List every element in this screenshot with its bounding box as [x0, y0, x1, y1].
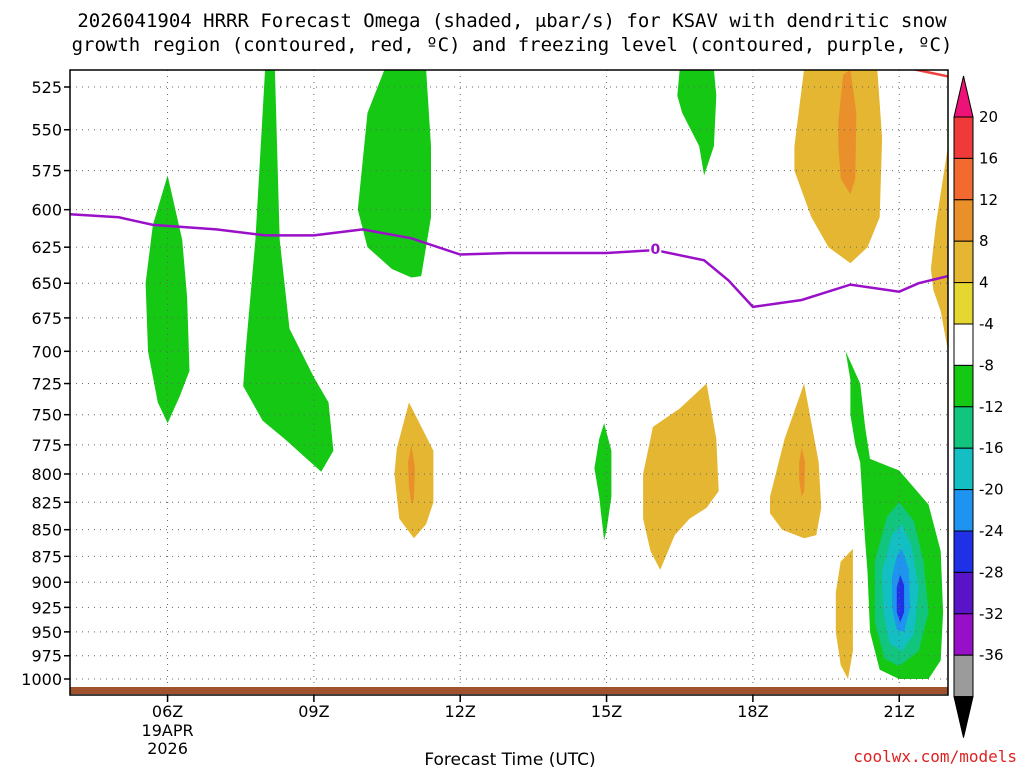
colorbar-label--28: -28 — [979, 563, 1004, 581]
freezing-level-contour — [70, 213, 948, 309]
colorbar-bin-4 — [953, 240, 974, 284]
colorbar-bin-11 — [953, 530, 974, 573]
colorbar-bin-12 — [953, 571, 974, 615]
omega-region-14 — [770, 383, 822, 539]
y-tick-label-900: 900 — [31, 573, 62, 592]
y-tick-label-575: 575 — [31, 162, 62, 181]
colorbar-bin-8 — [953, 406, 974, 449]
colorbar-label-20: 20 — [979, 108, 998, 126]
colorbar-label--36: -36 — [979, 646, 1004, 664]
y-tick-label-675: 675 — [31, 309, 62, 328]
y-tick-label-650: 650 — [31, 274, 62, 293]
colorbar-bottom-arrow — [953, 696, 974, 738]
x-tick-year: 2026 — [147, 739, 188, 758]
x-tick-label-12Z: 12Z — [445, 702, 476, 721]
colorbar-label--16: -16 — [979, 439, 1004, 457]
omega-region-3 — [357, 70, 431, 278]
omega-region-10 — [896, 575, 905, 623]
omega-region-2 — [243, 70, 334, 472]
y-tick-label-850: 850 — [31, 521, 62, 540]
colorbar-label--8: -8 — [979, 356, 994, 374]
colorbar-bin-6 — [953, 323, 974, 366]
colorbar-bin-13 — [953, 613, 974, 656]
omega-region-1 — [145, 175, 190, 424]
y-tick-label-550: 550 — [31, 121, 62, 140]
colorbar: 20 16 12 8 4 -4 -8 -12 -16 -20 -24 -28 -32 -36 — [953, 75, 1004, 738]
omega-region-5 — [594, 423, 612, 541]
colorbar-label-4: 4 — [979, 274, 989, 292]
colorbar-bin-1 — [953, 116, 974, 159]
y-tick-label-875: 875 — [31, 547, 62, 566]
omega-region-13 — [643, 383, 719, 570]
y-tick-label-525: 525 — [31, 78, 62, 97]
omega-region-16 — [835, 548, 853, 679]
chart-title-line-1: 2026041904 HRRR Forecast Omega (shaded, … — [77, 10, 947, 32]
y-tick-label-800: 800 — [31, 465, 62, 484]
plot-frame — [69, 69, 949, 696]
colorbar-label--32: -32 — [979, 605, 1004, 623]
colorbar-label--4: -4 — [979, 315, 994, 333]
y-tick-label-925: 925 — [31, 598, 62, 617]
colorbar-top-arrow — [953, 75, 974, 118]
y-tick-label-750: 750 — [31, 406, 62, 425]
y-tick-label-775: 775 — [31, 436, 62, 455]
y-tick-label-825: 825 — [31, 493, 62, 512]
freezing-level-label: 0 — [650, 242, 660, 258]
omega-region-4 — [677, 70, 717, 176]
y-tick-label-950: 950 — [31, 623, 62, 642]
omega-region-12 — [408, 444, 415, 504]
y-tick-label-625: 625 — [31, 238, 62, 257]
chart-title-line-2: growth region (contoured, red, ºC) and f… — [72, 34, 953, 56]
y-tick-label-725: 725 — [31, 375, 62, 394]
x-axis-label: Forecast Time (UTC) — [424, 750, 595, 768]
x-tick-date: 19APR — [142, 721, 194, 740]
colorbar-bin-2 — [953, 157, 974, 201]
x-tick-label-06Z: 06Z — [152, 702, 183, 721]
x-tick-label-21Z: 21Z — [884, 702, 915, 721]
colorbar-label--24: -24 — [979, 522, 1004, 540]
colorbar-label-12: 12 — [979, 191, 998, 209]
x-tick-label-15Z: 15Z — [591, 702, 622, 721]
omega-region-15 — [799, 447, 806, 497]
colorbar-bin-3 — [953, 199, 974, 242]
omega-region-20 — [930, 146, 948, 352]
omega-shaded-regions — [145, 70, 948, 679]
surface-strip — [70, 687, 948, 694]
y-tick-label-1000: 1000 — [21, 670, 62, 689]
grid-lines — [70, 70, 948, 695]
colorbar-label-16: 16 — [979, 149, 998, 167]
colorbar-bin-9 — [953, 447, 974, 491]
colorbar-label-8: 8 — [979, 232, 989, 250]
colorbar-bin-14 — [953, 654, 974, 698]
x-tick-label-18Z: 18Z — [737, 702, 768, 721]
omega-region-19 — [838, 70, 857, 195]
colorbar-bin-10 — [953, 489, 974, 532]
pressure-axis: 525 550 575 600 625 650 675 700 725 750 775 800 825 8… — [21, 78, 70, 689]
freezing-level-label-bg — [649, 241, 662, 256]
colorbar-label--20: -20 — [979, 481, 1004, 499]
colorbar-label--12: -12 — [979, 398, 1004, 416]
y-tick-label-600: 600 — [31, 201, 62, 220]
x-tick-label-09Z: 09Z — [298, 702, 329, 721]
y-tick-label-975: 975 — [31, 647, 62, 666]
y-tick-label-700: 700 — [31, 342, 62, 361]
credit-text: coolwx.com/models — [853, 747, 1017, 766]
colorbar-bin-5 — [953, 282, 974, 325]
colorbar-bin-7 — [953, 364, 974, 408]
